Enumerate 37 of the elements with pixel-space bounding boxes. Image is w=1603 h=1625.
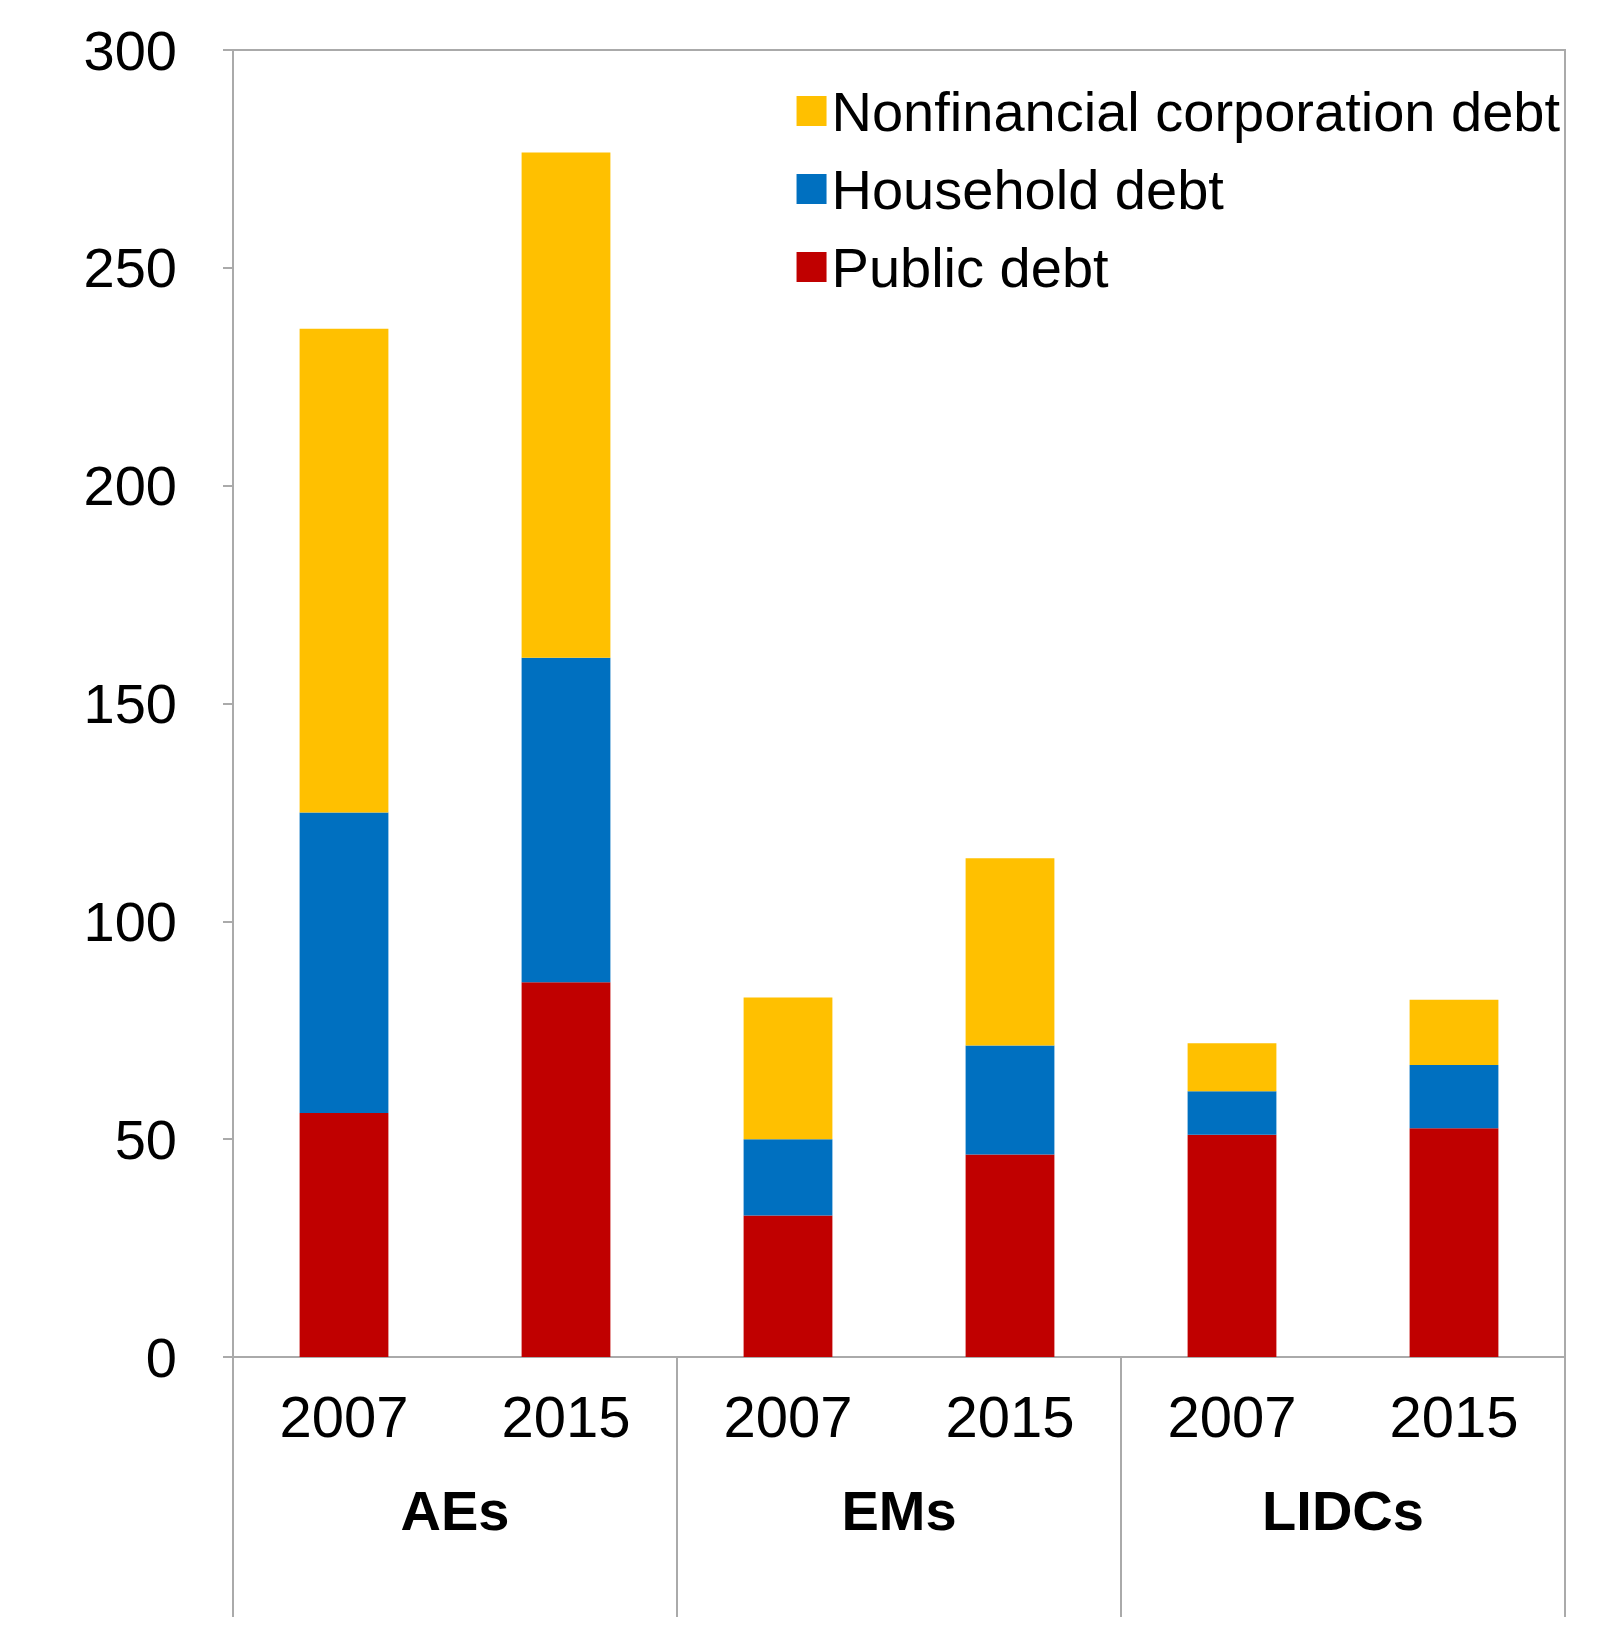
bar xyxy=(1187,1134,1277,1357)
bar xyxy=(743,1139,833,1216)
bar xyxy=(1409,1128,1499,1357)
bar xyxy=(521,982,611,1357)
x-tick-label: 2015 xyxy=(1389,1383,1519,1449)
text: EMs xyxy=(841,1478,957,1542)
bar xyxy=(521,152,611,658)
bar xyxy=(1187,1043,1277,1092)
bar xyxy=(1409,1065,1499,1129)
x-tick-label: 2007 xyxy=(279,1383,409,1449)
x-tick-label: 2015 xyxy=(945,1383,1075,1449)
text: LIDCs xyxy=(1262,1478,1424,1542)
y-tick-label: 300 xyxy=(83,18,177,82)
bar xyxy=(299,328,389,813)
bar xyxy=(743,1215,833,1357)
bar xyxy=(1409,999,1499,1066)
bar xyxy=(965,858,1055,1046)
y-tick-label: 50 xyxy=(114,1107,177,1171)
bar xyxy=(743,997,833,1140)
x-tick-label: 2007 xyxy=(1167,1383,1297,1449)
bar xyxy=(1187,1091,1277,1135)
text: AEs xyxy=(400,1478,510,1542)
y-tick-label: 100 xyxy=(83,889,177,953)
bar xyxy=(299,812,389,1114)
y-tick-label: 150 xyxy=(83,672,177,735)
legend-label: Nonfinancial corporation debt xyxy=(831,79,1561,143)
y-tick-label: 250 xyxy=(83,236,177,300)
bar xyxy=(521,657,611,983)
bar xyxy=(299,1113,389,1357)
legend-label: Household debt xyxy=(831,157,1225,221)
bar xyxy=(965,1154,1055,1357)
legend-label: Public debt xyxy=(831,235,1110,299)
y-tick-label: 0 xyxy=(145,1325,177,1389)
x-tick-label: 2007 xyxy=(723,1383,853,1449)
y-tick-label: 200 xyxy=(83,454,177,518)
x-tick-label: 2015 xyxy=(501,1383,631,1449)
bar xyxy=(965,1045,1055,1155)
